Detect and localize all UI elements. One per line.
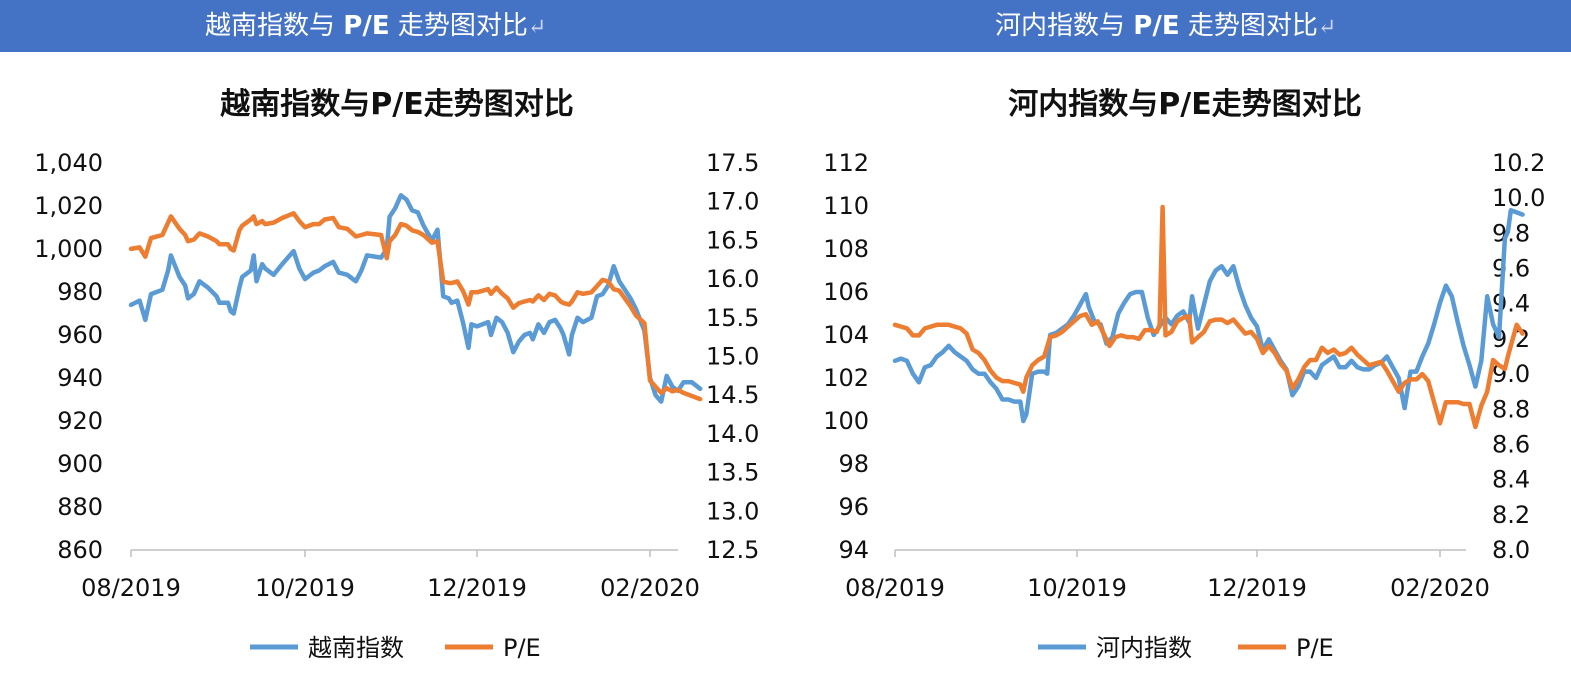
x-tick-label: 02/2020	[1390, 574, 1490, 602]
left-header-title-cn: 越南指数与	[205, 11, 336, 41]
y-right-tick-label: 14.5	[706, 381, 759, 409]
y-left-tick-label: 110	[823, 192, 869, 220]
y-right-tick-label: 15.5	[706, 304, 759, 332]
paragraph-mark-icon: ↵	[527, 15, 547, 40]
chart-title: 越南指数与P/E走势图对比	[220, 87, 573, 122]
x-tick-label: 12/2019	[427, 574, 527, 602]
y-left-tick-label: 940	[57, 364, 103, 392]
legend-label: 河内指数	[1096, 634, 1192, 662]
x-tick-label: 08/2019	[845, 574, 945, 602]
series-line-index	[892, 208, 1525, 424]
y-left-tick-label: 1,020	[34, 192, 103, 220]
y-left-tick-label: 960	[57, 321, 103, 349]
y-right-tick-label: 15.0	[706, 343, 759, 371]
x-tick-label: 02/2020	[600, 574, 700, 602]
right-header-title: 河内指数与 P/E 走势图对比↵	[995, 6, 1336, 46]
x-tick-label: 08/2019	[81, 574, 181, 602]
y-left-tick-label: 102	[823, 364, 869, 392]
right-header-title-tail: 走势图对比	[1187, 11, 1318, 41]
chart-2: 河内指数与P/E走势图对比 08/2019 10/2019 12/2019 02/202…	[823, 87, 1545, 662]
left-header-title-tail: 走势图对比	[397, 11, 528, 41]
chart-1: 越南指数与P/E走势图对比 08/2019 10/2019 12/2019 02/202…	[34, 87, 759, 662]
y-right-tick-label: 10.0	[1492, 184, 1545, 212]
y-left-tick-label: 106	[823, 278, 869, 306]
y-left-tick-label: 112	[823, 149, 869, 177]
y-right-tick-label: 17.5	[706, 149, 759, 177]
x-tick-label: 12/2019	[1207, 574, 1307, 602]
y-left-tick-label: 860	[57, 536, 103, 564]
y-left-tick-label: 108	[823, 235, 869, 263]
right-header-title-cn: 河内指数与	[995, 11, 1126, 41]
y-right-tick-label: 8.4	[1492, 466, 1530, 494]
series-line-pe	[128, 211, 703, 402]
y-right-tick-label: 8.8	[1492, 395, 1530, 423]
legend-label: 越南指数	[308, 634, 404, 662]
left-header-title: 越南指数与 P/E 走势图对比↵	[205, 6, 546, 46]
series-line-pe	[892, 204, 1525, 430]
y-left-tick-label: 104	[823, 321, 869, 349]
y-left-tick-label: 1,040	[34, 149, 103, 177]
y-right-tick-label: 13.0	[706, 497, 759, 525]
y-right-tick-label: 17.0	[706, 188, 759, 216]
y-right-tick-label: 16.0	[706, 265, 759, 293]
y-right-tick-label: 8.6	[1492, 430, 1530, 458]
y-left-tick-label: 980	[57, 278, 103, 306]
x-tick-label: 10/2019	[1027, 574, 1127, 602]
y-left-tick-label: 100	[823, 407, 869, 435]
y-right-tick-label: 8.0	[1492, 536, 1530, 564]
y-right-tick-label: 10.2	[1492, 149, 1545, 177]
y-left-tick-label: 96	[838, 493, 869, 521]
y-left-tick-label: 98	[838, 450, 869, 478]
y-left-tick-label: 94	[838, 536, 869, 564]
chart-title: 河内指数与P/E走势图对比	[1008, 87, 1361, 122]
right-header-title-latin: P/E	[1133, 11, 1180, 41]
header-bar	[0, 0, 1571, 52]
y-right-tick-label: 13.5	[706, 459, 759, 487]
y-right-tick-label: 8.2	[1492, 501, 1530, 529]
y-right-tick-label: 9.6	[1492, 255, 1530, 283]
y-right-tick-label: 9.4	[1492, 290, 1530, 318]
series-line-index	[128, 193, 703, 404]
legend-label: P/E	[1296, 634, 1334, 662]
left-header-title-latin: P/E	[343, 11, 390, 41]
y-right-tick-label: 14.0	[706, 420, 759, 448]
paragraph-mark-icon: ↵	[1317, 15, 1337, 40]
y-left-tick-label: 920	[57, 407, 103, 435]
y-right-tick-label: 16.5	[706, 226, 759, 254]
y-left-tick-label: 880	[57, 493, 103, 521]
legend-label: P/E	[503, 634, 541, 662]
y-right-tick-label: 12.5	[706, 536, 759, 564]
y-left-tick-label: 1,000	[34, 235, 103, 263]
x-tick-label: 10/2019	[255, 574, 355, 602]
y-left-tick-label: 900	[57, 450, 103, 478]
